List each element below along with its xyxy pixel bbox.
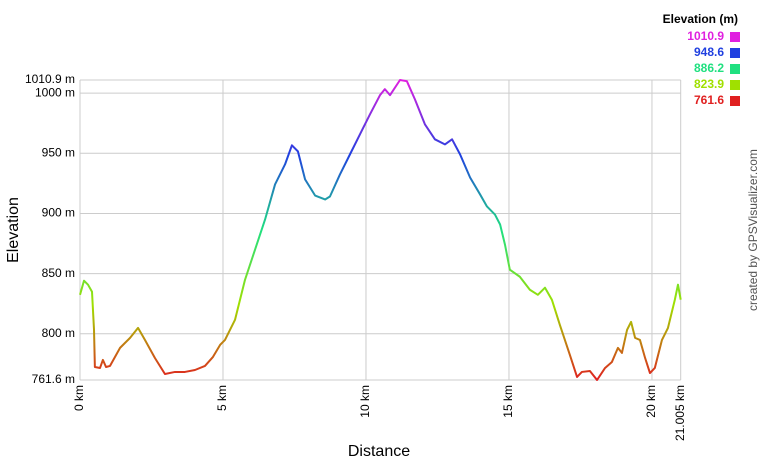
y-tick-label: 950 m [42, 145, 75, 159]
legend-label: 823.9 [694, 77, 724, 91]
y-tick-label: 761.6 m [32, 372, 75, 386]
y-tick-label: 900 m [42, 206, 75, 220]
legend-title: Elevation (m) [663, 12, 738, 26]
x-tick-label: 20 km [644, 385, 658, 418]
credit: created by GPSVisualizer.com [746, 149, 760, 311]
y-tick-label: 1010.9 m [25, 72, 75, 86]
y-tick-label: 850 m [42, 266, 75, 280]
y-tick-label: 800 m [42, 326, 75, 340]
legend-swatch [730, 48, 740, 58]
legend-swatch [730, 32, 740, 42]
y-tick-label: 1000 m [35, 85, 75, 99]
legend-swatch [730, 64, 740, 74]
x-tick-label: 21.005 km [673, 385, 687, 441]
x-axis-title: Distance [348, 443, 410, 460]
legend-label: 886.2 [694, 61, 724, 75]
legend-label: 1010.9 [687, 29, 724, 43]
legend-swatch [730, 96, 740, 106]
x-tick-label: 15 km [501, 385, 515, 418]
legend-label: 948.6 [694, 45, 724, 59]
x-tick-label: 5 km [215, 385, 229, 411]
legend-label: 761.6 [694, 93, 724, 107]
y-axis-title: Elevation [5, 197, 22, 263]
x-tick-label: 0 km [72, 385, 86, 411]
x-tick-label: 10 km [358, 385, 372, 418]
elevation-line [79, 79, 682, 381]
legend-swatch [730, 80, 740, 90]
